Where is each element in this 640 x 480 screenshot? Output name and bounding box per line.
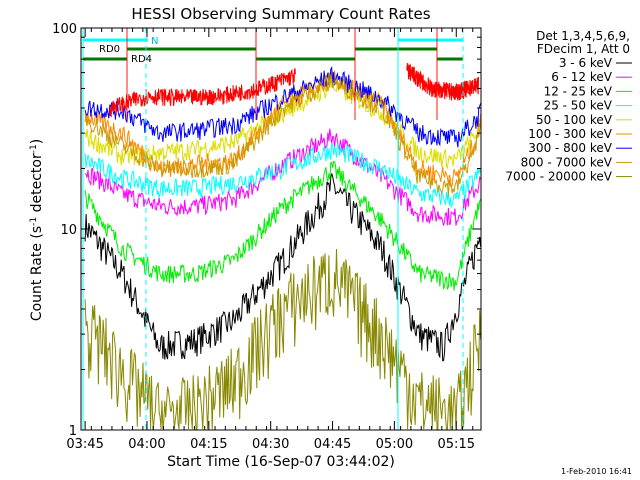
- series-line-5: [84, 70, 481, 188]
- date-stamp: 1-Feb-2010 16:41: [561, 467, 632, 476]
- legend-label-5: 100 - 300 keV: [528, 127, 612, 141]
- y-axis-label: Count Rate (s-1 detector-1): [29, 139, 45, 321]
- series-line-3: [84, 141, 481, 208]
- y-tick-label: 10: [60, 223, 77, 238]
- flags-layer: RD0 RD4 N: [82, 28, 464, 430]
- x-tick-label: 04:15: [190, 437, 227, 452]
- x-axis-label: Start Time (16-Sep-07 03:44:02): [167, 454, 395, 470]
- x-tick-label: 04:00: [128, 437, 165, 452]
- series-line-4: [84, 80, 481, 170]
- flag-label-rd0: RD0: [99, 44, 120, 55]
- plot-frame: [80, 27, 482, 431]
- x-tick-label: 04:45: [314, 437, 351, 452]
- series-line-8: [84, 248, 481, 430]
- legend-label-6: 300 - 800 keV: [528, 141, 612, 155]
- series-line-0: [84, 173, 481, 362]
- legend-header-line-2: FDecim 1, Att 0: [537, 42, 630, 56]
- chart-title: HESSI Observing Summary Count Rates: [131, 5, 430, 23]
- series-line-red-2: [406, 62, 479, 101]
- legend-label-0: 3 - 6 keV: [559, 56, 613, 70]
- legend-header-line-1: Det 1,3,4,5,6,9,: [536, 29, 630, 43]
- legend-label-8: 7000 - 20000 keV: [505, 170, 612, 184]
- legend-label-1: 6 - 12 keV: [551, 70, 613, 84]
- flag-label-rd4: RD4: [131, 54, 152, 65]
- series-line-7: [84, 73, 481, 196]
- x-tick-label: 03:45: [66, 437, 103, 452]
- series-line-2: [84, 160, 481, 291]
- x-tick-label: 05:15: [438, 437, 475, 452]
- x-tick-label: 05:00: [376, 437, 413, 452]
- y-tick-label: 1: [69, 424, 77, 439]
- legend-label-7: 800 - 7000 keV: [521, 155, 613, 169]
- x-axis: 03:45 04:00 04:15 04:30 04:45 05:00 05:15: [66, 28, 475, 452]
- series-line-6: [84, 65, 481, 148]
- flag-label-n: N: [151, 36, 158, 47]
- legend: Det 1,3,4,5,6,9, FDecim 1, Att 0 3 - 6 k…: [505, 29, 632, 184]
- legend-label-3: 25 - 50 keV: [544, 99, 613, 113]
- series-layer: [84, 62, 481, 430]
- legend-label-2: 12 - 25 keV: [544, 84, 613, 98]
- y-tick-label: 100: [52, 22, 77, 37]
- legend-label-4: 50 - 100 keV: [536, 113, 613, 127]
- series-line-red-1: [109, 68, 296, 118]
- x-tick-label: 04:30: [252, 437, 289, 452]
